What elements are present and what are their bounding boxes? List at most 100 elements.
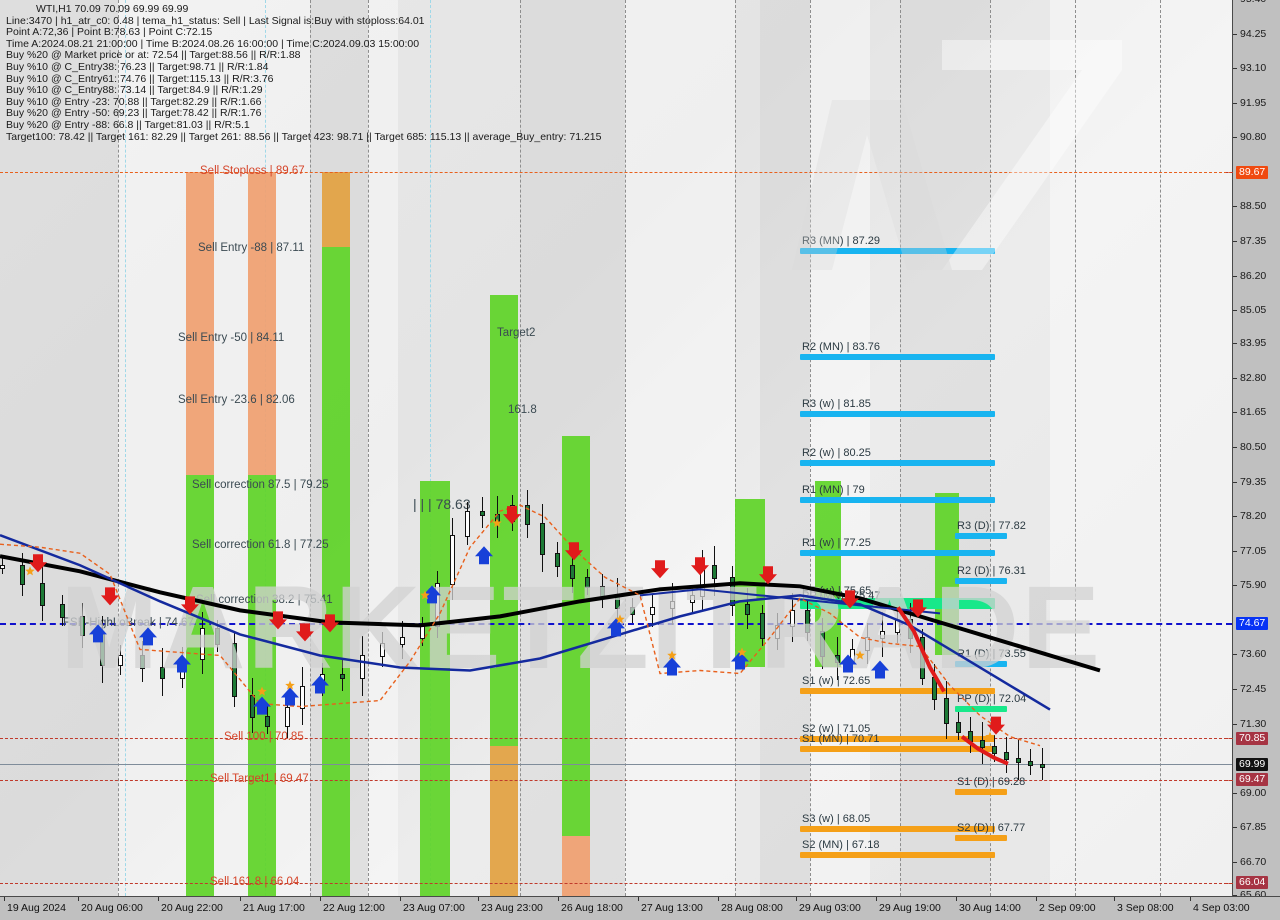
candle-body <box>232 643 237 697</box>
candle-body <box>650 607 655 616</box>
price-level-line <box>0 764 1232 765</box>
candle-body <box>865 637 870 652</box>
candle-body <box>420 625 425 640</box>
header-line: Buy %10 @ C_Entry38: 76.23 || Target:98.… <box>6 60 269 73</box>
pivot-level-bar <box>800 826 995 833</box>
time-gridline-marker <box>125 0 126 896</box>
candle-body <box>968 730 973 742</box>
pivot-level-bar <box>955 706 1007 713</box>
candle-body <box>60 604 65 619</box>
fib-level-label: Sell Entry -88 | 87.11 <box>198 242 305 255</box>
candle-body <box>895 619 900 634</box>
pivot-level-label: R2 (D) | 76.31 <box>957 564 1026 577</box>
price-level-line <box>0 779 1232 781</box>
candle-body <box>215 628 220 646</box>
time-gridline <box>520 0 521 896</box>
candle-body <box>1028 760 1033 766</box>
pivot-level-label: R2 (w) | 80.25 <box>802 446 871 459</box>
pivot-level-bar <box>800 497 995 504</box>
symbol-ohlc-line: WTI,H1 70.09 70.09 69.99 69.99 <box>36 3 189 15</box>
price-tag: 70.85 <box>1236 731 1269 745</box>
candle-body <box>465 511 470 538</box>
pivot-level-label: R3 (D) | 77.82 <box>957 519 1026 532</box>
time-axis[interactable]: 19 Aug 2024 20 Aug 06:00 20 Aug 22:00 21 Au… <box>0 896 1280 920</box>
candle-body <box>932 676 937 700</box>
candle-body <box>944 697 949 724</box>
price-tag-tick <box>1226 738 1233 740</box>
candle-body <box>712 565 717 580</box>
fib-zone-band <box>248 172 276 476</box>
time-gridline <box>1075 0 1076 896</box>
candle-body <box>510 505 515 523</box>
time-gridline <box>1160 0 1161 896</box>
candle-body <box>435 583 440 628</box>
time-gridline <box>990 0 991 896</box>
candle-body <box>570 565 575 580</box>
candle-body <box>480 511 485 517</box>
candle-body <box>956 721 961 733</box>
price-tag-tick <box>1226 172 1233 174</box>
fib-level-label: Sell Entry -50 | 84.11 <box>178 332 285 345</box>
candle-body <box>1016 757 1021 763</box>
candle-body <box>300 685 305 709</box>
pivot-level-label: S1 (D) | 69.28 <box>957 776 1026 789</box>
candle-body <box>585 577 590 589</box>
candle-body <box>920 637 925 679</box>
price-tag: 69.99 <box>1236 757 1269 771</box>
chart-plot-area[interactable]: R3 (MN) | 87.29 R2 (MN) | 83.76 R3 (w) | 8… <box>0 0 1232 896</box>
pivot-level-bar <box>800 603 995 610</box>
chart-info-header: WTI,H1 70.09 70.09 69.99 69.99 Line:3470… <box>6 3 602 143</box>
pivot-level-label: PP (D) | 72.04 <box>957 693 1027 706</box>
pivot-level-label: S2 (MN) | 67.18 <box>802 839 880 852</box>
pivot-level-label: S1 (MN) | 70.71 <box>802 733 880 746</box>
candle-body <box>980 739 985 748</box>
candle-body <box>265 715 270 727</box>
candle-body <box>0 565 5 570</box>
candle-body <box>600 586 605 598</box>
pivot-level-bar <box>800 411 995 418</box>
pivot-level-bar <box>800 353 995 360</box>
candle-body <box>700 565 705 598</box>
candle-body <box>805 610 810 634</box>
pivot-level-bar <box>800 247 995 254</box>
price-axis[interactable]: 95.4094.2593.1091.9590.8088.5087.3586.20… <box>1226 0 1280 901</box>
candle-body <box>760 613 765 640</box>
candle-body <box>790 610 795 628</box>
fib-level-label: Sell Stoploss | 89.67 <box>200 165 305 178</box>
time-gridline <box>368 0 369 896</box>
fib-level-label: Sell 161.8 | 66.04 <box>210 875 300 888</box>
candle-body <box>285 706 290 727</box>
candle-body <box>850 649 855 664</box>
candle-body <box>880 631 885 640</box>
fib-zone-band <box>186 172 214 476</box>
candle-body <box>525 505 530 526</box>
chart-annotation: 161.8 <box>508 404 537 416</box>
chart-annotation: | | | 78.63 <box>413 496 471 512</box>
candle-body <box>340 673 345 679</box>
fib-zone-band <box>735 499 765 668</box>
price-level-line <box>0 882 1232 884</box>
candle-body <box>250 694 255 718</box>
fib-zone-band <box>490 745 518 896</box>
time-gridline <box>625 0 626 896</box>
candle-body <box>820 631 825 658</box>
fib-zone-band <box>935 493 959 656</box>
session-shading <box>900 0 990 896</box>
pivot-level-label: R2 (MN) | 83.76 <box>802 340 881 353</box>
pivot-level-label: R3 (MN) | 87.29 <box>802 234 881 247</box>
candle-body <box>615 595 620 610</box>
price-tag: 89.67 <box>1236 165 1269 179</box>
price-tag: 69.47 <box>1236 773 1269 787</box>
pivot-level-label: S2 (D) | 67.77 <box>957 821 1026 834</box>
fib-level-label: Sell 100 | 70.85 <box>224 731 304 744</box>
pivot-level-label: PP (MN) | 75.47 <box>802 590 881 603</box>
pivot-level-bar <box>800 746 995 753</box>
candle-body <box>140 655 145 670</box>
header-line: Line:3470 | h1_atr_c0: 0.48 | tema_h1_st… <box>6 14 425 27</box>
candle-body <box>1040 763 1045 768</box>
candle-body <box>160 667 165 679</box>
candle-body <box>200 628 205 661</box>
pivot-level-label: R3 (w) | 81.85 <box>802 398 871 411</box>
pivot-level-label: R1 (D) | 73.55 <box>957 647 1026 660</box>
